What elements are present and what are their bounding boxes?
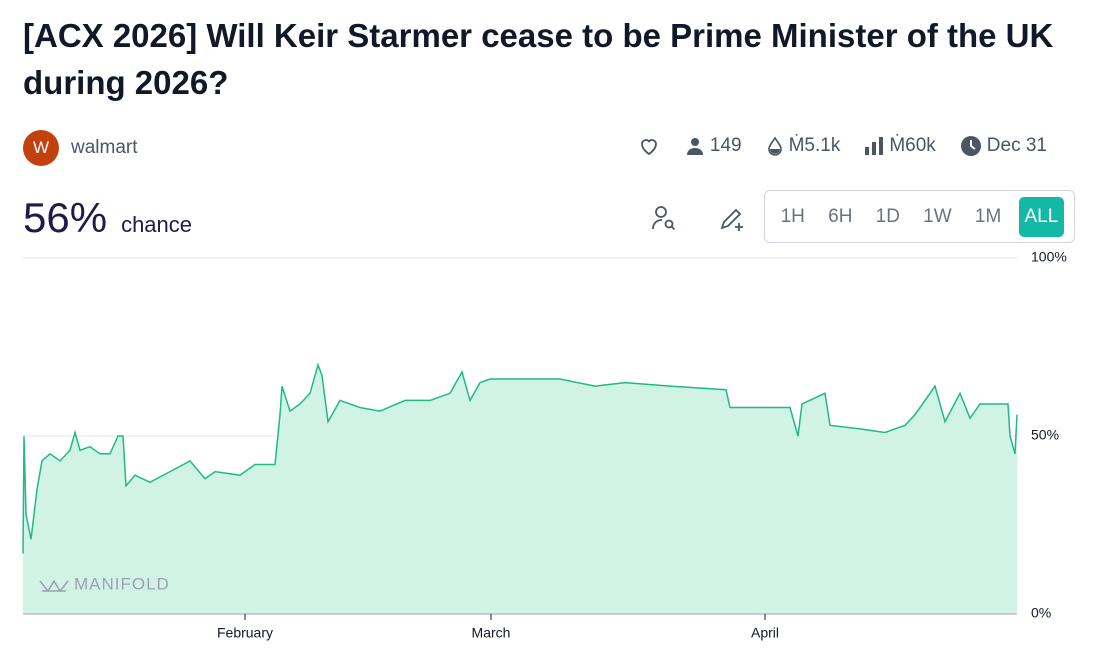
droplet-icon xyxy=(767,136,782,156)
period-button[interactable]: 1D xyxy=(875,205,900,227)
author-name[interactable]: walmart xyxy=(71,137,138,158)
traders-stat: 149 xyxy=(685,135,742,157)
annotate-button[interactable] xyxy=(718,204,746,232)
probability: 56% chance xyxy=(23,194,192,242)
author[interactable]: W walmart xyxy=(23,130,138,166)
avatar[interactable]: W xyxy=(23,130,59,166)
y-tick-label: 0% xyxy=(1031,605,1051,621)
period-selector: 1H 6H 1D 1W 1M ALL xyxy=(764,190,1075,243)
probability-line xyxy=(22,362,1018,554)
liquidity-stat: Ṁ5.1k xyxy=(766,135,841,157)
traders: 149 xyxy=(709,135,742,156)
area-fill xyxy=(23,364,1017,614)
probability-label: chance xyxy=(121,212,193,237)
probability-chart: 0% 50% 100% February March April MANIFOLD xyxy=(22,249,1067,641)
volume: Ṁ60k xyxy=(889,135,936,156)
person-icon xyxy=(686,138,703,155)
like-icon[interactable] xyxy=(637,134,661,158)
liquidity: Ṁ5.1k xyxy=(788,135,841,156)
close-date: Dec 31 xyxy=(986,135,1047,156)
probability-value: 56% xyxy=(23,194,108,241)
period-button[interactable]: 1M xyxy=(974,205,1002,227)
market-title: [ACX 2026] Will Keir Starmer cease to be… xyxy=(23,17,1054,101)
x-tick-label: April xyxy=(751,625,779,641)
chart-tools xyxy=(650,204,746,232)
period-button[interactable]: 1W xyxy=(923,205,952,227)
clock-icon xyxy=(960,136,981,156)
watermark: MANIFOLD xyxy=(74,574,170,593)
period-button[interactable]: 1H xyxy=(780,205,805,227)
x-tick-label: February xyxy=(217,625,273,641)
search-user-button[interactable] xyxy=(650,204,678,232)
stats: 149 Ṁ5.1k Ṁ60k Dec 31 xyxy=(637,134,1047,158)
y-tick-label: 100% xyxy=(1031,249,1067,265)
bars-icon xyxy=(865,137,884,155)
y-tick-label: 50% xyxy=(1031,427,1059,443)
volume-stat: Ṁ60k xyxy=(864,135,936,157)
period-button[interactable]: 6H xyxy=(828,205,853,227)
period-button[interactable]: ALL xyxy=(1018,196,1065,237)
x-tick-label: March xyxy=(472,625,511,641)
close-stat: Dec 31 xyxy=(960,135,1047,157)
watermark-logo xyxy=(39,579,69,593)
